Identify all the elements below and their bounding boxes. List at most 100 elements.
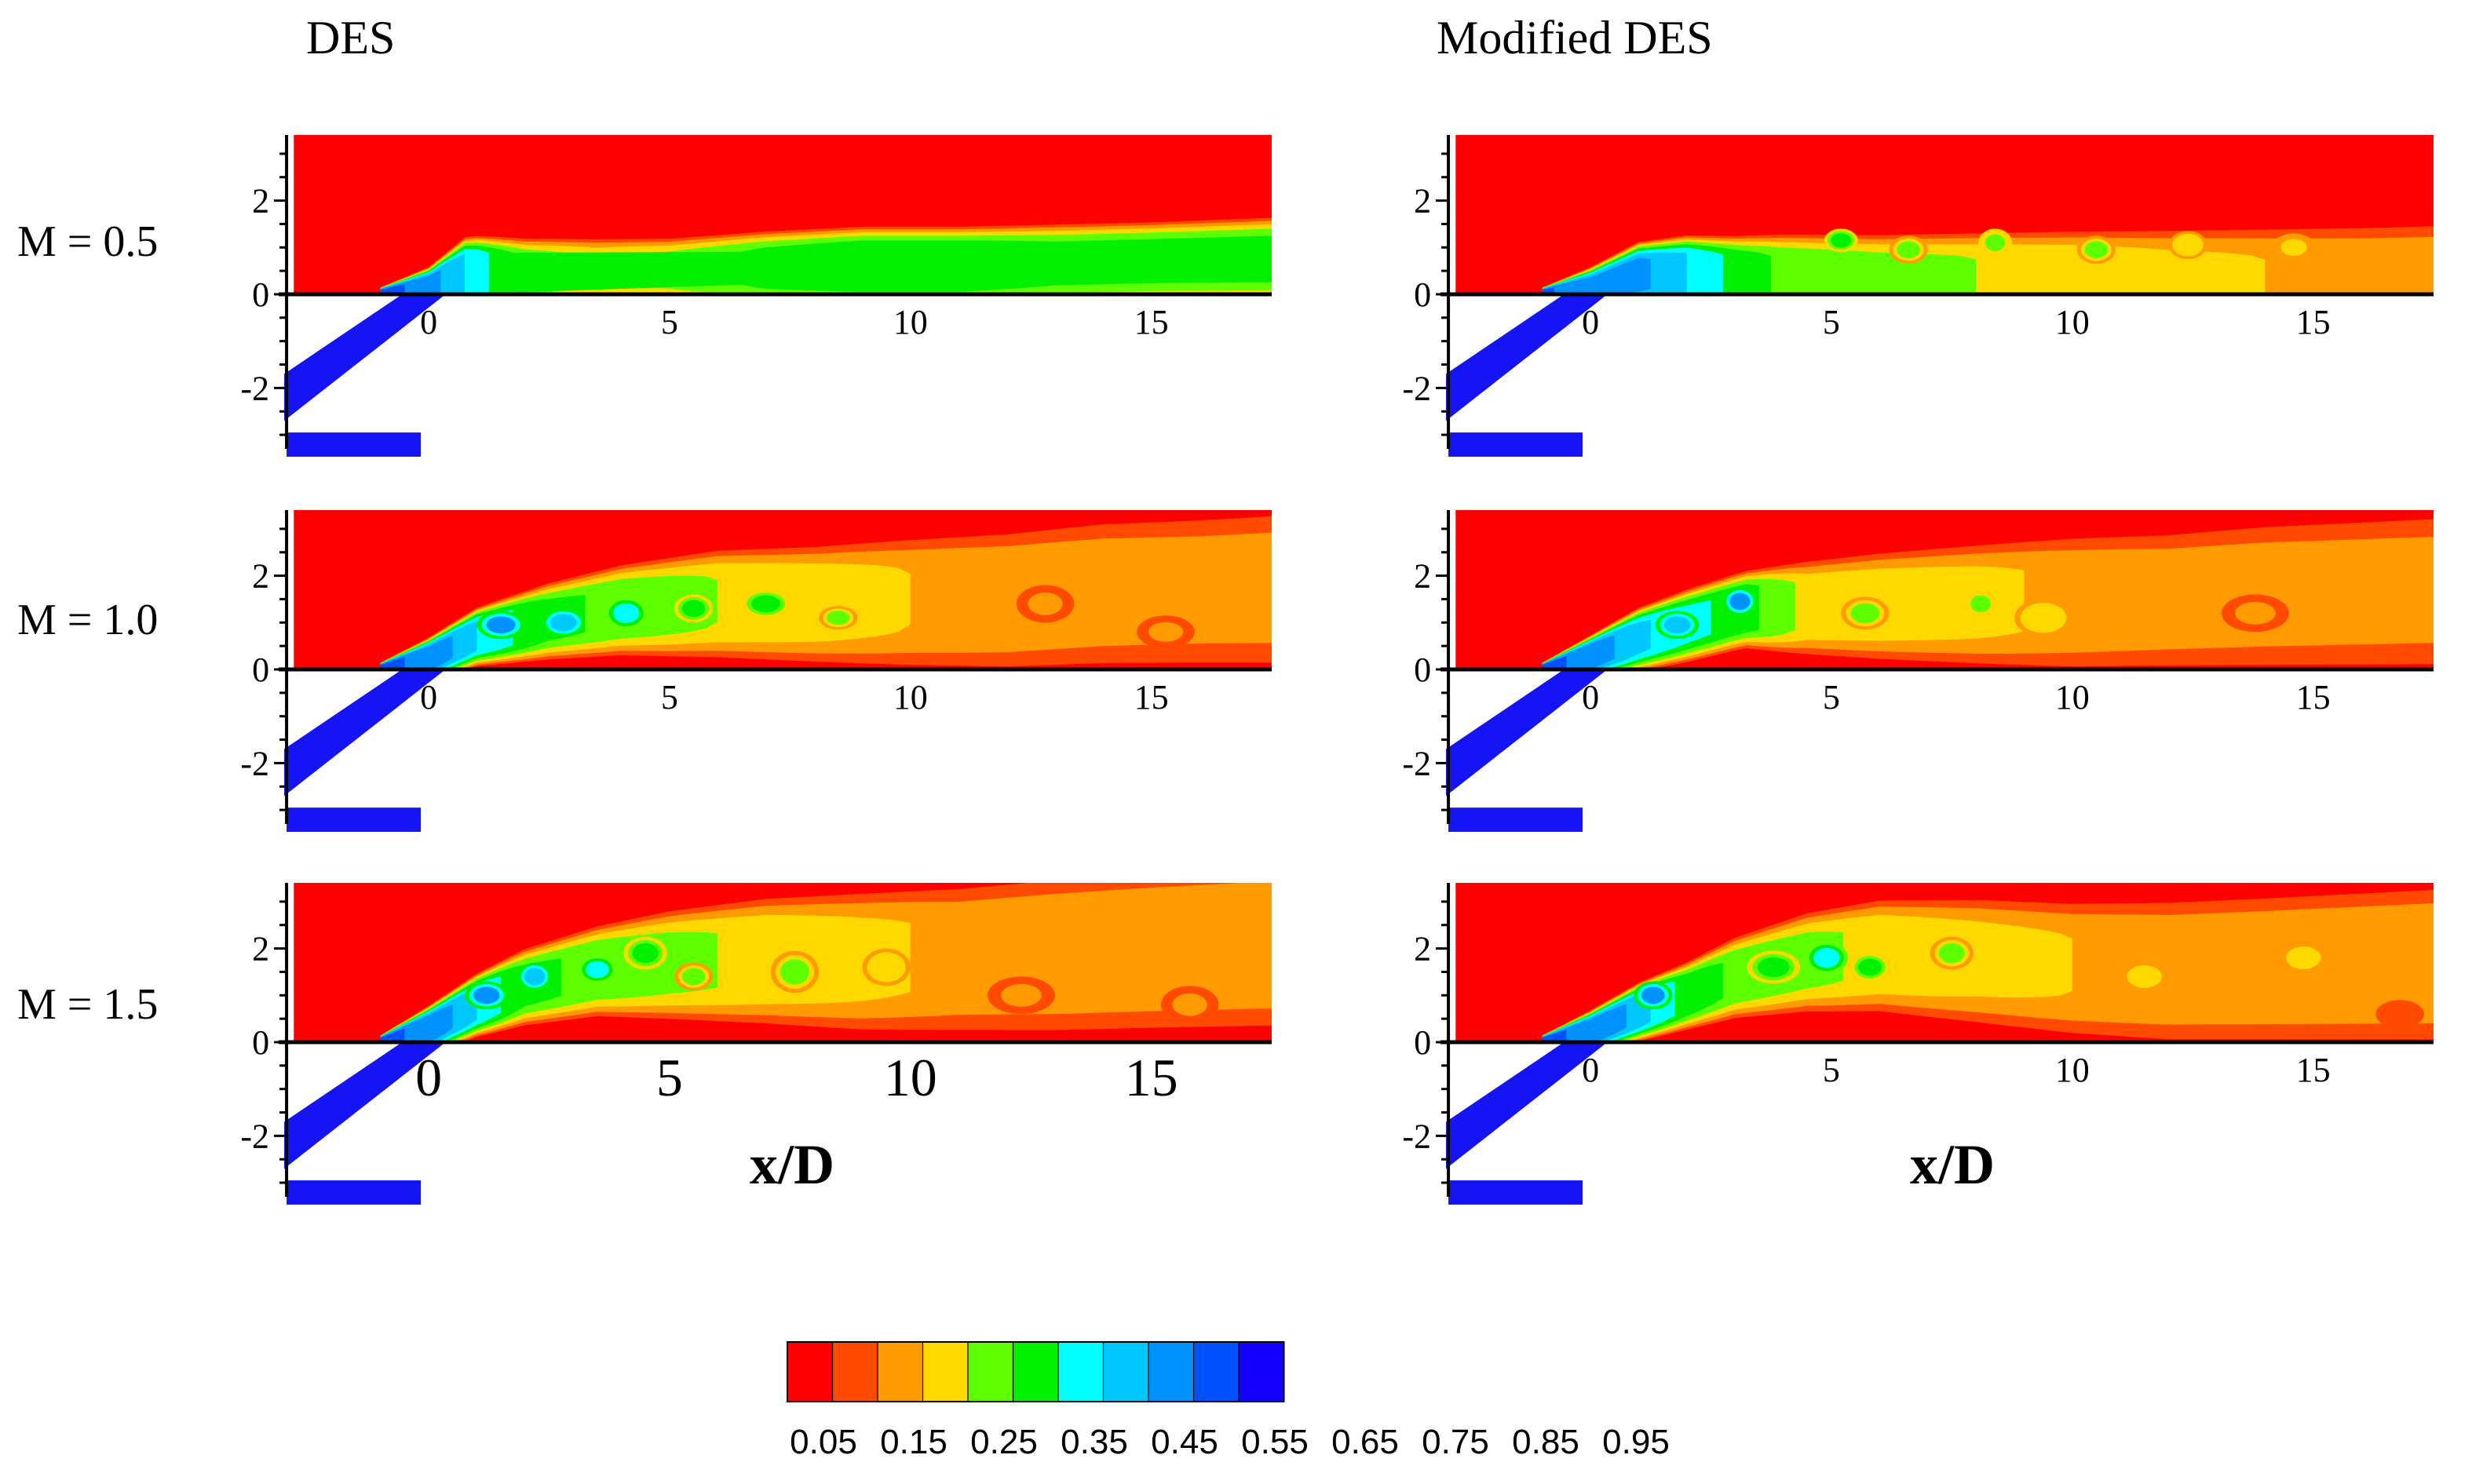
colorbar-label-5: 0.55 (1241, 1423, 1309, 1461)
plenum (287, 432, 422, 457)
contour-band-level-8 (380, 284, 405, 294)
coolant-hole (284, 294, 446, 421)
contour-blob-0-2 (1831, 233, 1852, 248)
colorbar-label-9: 0.95 (1602, 1423, 1670, 1461)
x-tick-label: 0 (420, 678, 437, 716)
x-tick-label: 10 (884, 1048, 937, 1107)
contour-blob-1-2 (550, 614, 577, 632)
contour-band-level-7 (1542, 257, 1651, 294)
colorbar-frame (787, 1341, 1285, 1402)
contour-blob-6-2 (871, 956, 901, 979)
colorbar-label-6: 0.65 (1331, 1423, 1399, 1461)
colorbar-swatch-8 (1148, 1342, 1194, 1402)
x-tick-label: 0 (1582, 303, 1599, 341)
y-tick-label: 2 (1414, 182, 1431, 221)
contour-blob-7-2 (1000, 983, 1042, 1007)
coolant-hole (284, 669, 446, 797)
x-tick-label: 10 (893, 303, 928, 341)
y-tick-label: 2 (252, 930, 269, 968)
x-tick-label: 10 (893, 678, 928, 716)
contour-blob-7-2 (1148, 622, 1184, 642)
contour-blob-0-2 (1641, 986, 1665, 1005)
contour-blob-3-2 (1858, 958, 1882, 976)
row-label-m-0-5: M = 0.5 (17, 217, 158, 266)
plenum (1448, 808, 1583, 832)
x-tick-label: 15 (1134, 678, 1169, 716)
contour-blob-3-2 (632, 943, 659, 964)
panel-1: 2 0 -2 0 5 10 15 (1402, 135, 2434, 457)
contour-blob-0-2 (486, 616, 516, 634)
x-tick-label: 5 (1823, 303, 1840, 341)
colorbar-label-7: 0.75 (1422, 1423, 1489, 1461)
colorbar-swatch-5 (1013, 1342, 1059, 1402)
panel-2: 2 0 -2 0 5 10 15 (240, 510, 1272, 832)
contour-blob-5-2 (2235, 601, 2276, 625)
row-label-m-1-0: M = 1.0 (17, 596, 158, 644)
contour-blob-5-2 (2127, 964, 2163, 988)
contour-blob-3-2 (2084, 241, 2109, 259)
x-axis-label-right: x/D (1910, 1133, 1995, 1196)
x-tick-label: 0 (1582, 678, 1599, 716)
contour-blob-1-2 (1757, 957, 1790, 978)
panel-4: 2 0 -2 0 5 10 15 (240, 883, 1272, 1205)
plenum (1448, 1180, 1583, 1205)
panel-5: 2 0 -2 0 5 10 15 (1402, 883, 2434, 1205)
contour-field (1455, 883, 2434, 1042)
x-tick-label: 15 (2296, 1051, 2331, 1089)
contour-blob-6-2 (1028, 592, 1063, 615)
y-tick-label: -2 (1402, 1117, 1431, 1155)
colorbar-label-4: 0.45 (1151, 1423, 1218, 1461)
contour-blob-0-2 (1663, 616, 1691, 634)
contour-field (294, 135, 1272, 294)
contour-blob-4-2 (2176, 236, 2200, 254)
y-tick-label: -2 (240, 369, 269, 407)
x-tick-label: 0 (420, 303, 437, 341)
colorbar-label-0: 0.05 (790, 1423, 857, 1461)
contour-blob-4-2 (1938, 943, 1966, 964)
colorbar-label-8: 0.85 (1512, 1423, 1579, 1461)
coolant-hole (1446, 294, 1608, 421)
x-tick-label: 10 (2055, 678, 2090, 716)
contour-blob-4-2 (681, 968, 706, 986)
colorbar-swatch-1 (832, 1342, 878, 1402)
y-tick-label: -2 (240, 744, 269, 782)
contour-band-level-4 (380, 235, 1272, 294)
contour-blob-1-2 (524, 968, 546, 986)
x-tick-label: 5 (661, 303, 678, 341)
contour-blob-3-2 (681, 600, 706, 618)
contour-band-level-8 (1542, 656, 1567, 669)
contour-blob-8-2 (1172, 993, 1207, 1016)
x-tick-label: 5 (1823, 1051, 1840, 1089)
y-tick-label: 2 (1414, 557, 1431, 596)
panel-3: 2 0 -2 0 5 10 15 (1402, 510, 2434, 832)
colorbar-swatch-4 (968, 1342, 1013, 1402)
contour-band-level-8 (380, 1028, 405, 1042)
contour-blob-4-2 (2025, 606, 2061, 629)
contour-blob-1-2 (1897, 241, 1920, 259)
y-tick-label: 2 (252, 182, 269, 221)
plenum (287, 1180, 422, 1205)
x-tick-label: 15 (2296, 678, 2331, 716)
coolant-hole (284, 1042, 446, 1169)
row-label-m-1-5: M = 1.5 (17, 980, 158, 1029)
plenum (1448, 432, 1583, 457)
colorbar-swatch-0 (787, 1342, 833, 1402)
column-title-des: DES (306, 12, 395, 64)
x-tick-label: 5 (1823, 678, 1840, 716)
colorbar-swatch-3 (922, 1342, 969, 1402)
contour-blob-3-2 (1970, 595, 1992, 613)
colorbar-swatch-9 (1193, 1342, 1240, 1402)
y-tick-label: 0 (252, 275, 269, 314)
x-tick-label: 0 (415, 1048, 442, 1107)
contour-blob-2-2 (1813, 947, 1840, 968)
contour-band-level-8 (1542, 1030, 1567, 1042)
plenum (287, 808, 422, 832)
colorbar-label-2: 0.25 (970, 1423, 1038, 1461)
contour-field (294, 510, 1272, 669)
contour-blob-6-2 (2286, 946, 2321, 969)
contour-blob-7-2 (2385, 1005, 2415, 1023)
coolant-hole (1446, 669, 1608, 797)
contour-field (1455, 135, 2434, 294)
x-tick-label: 10 (2055, 1051, 2090, 1089)
y-tick-label: 2 (252, 557, 269, 596)
